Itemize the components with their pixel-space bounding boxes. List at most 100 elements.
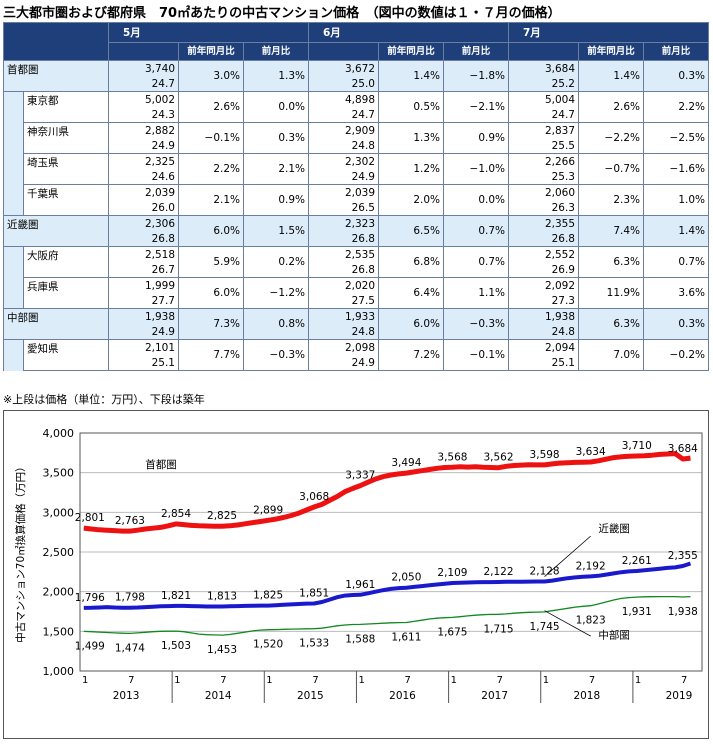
yoy-header: 前年同月比 (178, 42, 244, 61)
table-row: 東京都 5,002 2.6% 0.0% 4,898 0.5% −2.1% 5,004 2.6% 2… (3, 91, 709, 123)
region-name: 近畿圏 (3, 215, 109, 247)
mom-cell: 1.1% (443, 277, 509, 309)
series-name-label: 近畿圏 (598, 522, 630, 535)
x-year-label: 2017 (481, 690, 508, 702)
mom-cell: 0.3% (243, 122, 309, 154)
yoy-cell: 6.4% (378, 277, 444, 309)
table-row: 千葉県 2,039 2.1% 0.9% 2,039 2.0% 0.0% 2,060 2.3% 1.… (3, 184, 709, 216)
mom-cell: 0.3% (643, 60, 709, 92)
series-name-label: 中部圏 (598, 628, 630, 641)
x-month-label: 7 (220, 675, 226, 686)
age-cell: 26.5 (308, 200, 379, 216)
mom-cell: 0.9% (443, 122, 509, 154)
yoy-cell: 2.2% (178, 153, 244, 185)
age-cell: 24.3 (108, 107, 179, 123)
table-row: 神奈川県 2,882 −0.1% 0.3% 2,909 1.3% 0.9% 2,837 −2.2… (3, 122, 709, 154)
table-row: 24.7 25.0 25.2 (4, 76, 709, 92)
table-row: 24.9 24.8 24.8 (4, 324, 709, 340)
x-month-label: 1 (266, 675, 272, 686)
mom-header: 前月比 (443, 42, 509, 61)
yoy-cell: 7.2% (378, 339, 444, 371)
yoy-cell: −0.1% (178, 122, 244, 154)
x-month-label: 7 (128, 675, 134, 686)
price-cell: 5,002 (108, 91, 179, 107)
month-header: 6月 (308, 22, 509, 43)
age-cell: 24.8 (308, 324, 379, 340)
age-cell: 26.8 (508, 231, 579, 247)
mom-cell: −1.0% (443, 153, 509, 185)
mom-cell: 0.7% (443, 215, 509, 247)
data-label: 2,801 (75, 512, 105, 524)
prefecture-name: 兵庫県 (23, 277, 109, 309)
yoy-cell: 2.6% (578, 91, 644, 123)
data-label: 1,499 (75, 640, 105, 652)
table-row: 近畿圏 2,306 6.0% 1.5% 2,323 6.5% 0.7% 2,355 7.4% 1.… (3, 215, 709, 247)
price-cell: 3,684 (508, 60, 579, 76)
mom-cell: −0.1% (443, 339, 509, 371)
table-note: ※上段は価格（単位：万円）、下段は築年 (3, 393, 205, 406)
yoy-cell: 2.0% (378, 184, 444, 216)
series-name-label: 首都圏 (145, 458, 177, 471)
x-month-label: 7 (405, 675, 411, 686)
age-cell: 26.8 (308, 262, 379, 278)
age-cell: 27.5 (308, 293, 379, 309)
x-year-label: 2019 (666, 690, 693, 702)
age-cell: 26.9 (508, 262, 579, 278)
yoy-cell: 7.0% (578, 339, 644, 371)
yoy-cell: 11.9% (578, 277, 644, 309)
x-month-label: 7 (589, 675, 595, 686)
callout-line (544, 610, 591, 637)
y-tick-label: 1,500 (43, 625, 75, 638)
yoy-header: 前年同月比 (378, 42, 444, 61)
indent-cell (3, 122, 24, 154)
yoy-header: 前年同月比 (578, 42, 644, 61)
data-label: 2,122 (483, 566, 513, 578)
price-chart: 1,000 1,500 2,000 2,500 3,000 3,500 4,000 1 7 1 7 1… (3, 410, 709, 739)
mom-cell: 0.7% (443, 246, 509, 278)
line-chart: 1,000 1,500 2,000 2,500 3,000 3,500 4,000 1 7 1 7 1… (14, 427, 703, 703)
table-row: 愛知県 2,101 7.7% −0.3% 2,098 7.2% −0.1% 2,094 7.0%… (3, 339, 709, 371)
indent-cell (3, 153, 24, 185)
price-cell: 2,837 (508, 122, 579, 138)
price-cell: 1,933 (308, 308, 379, 324)
price-cell: 2,355 (508, 215, 579, 231)
x-month-label: 1 (451, 675, 457, 686)
table-row: 埼玉県 2,325 2.2% 2.1% 2,302 1.2% −1.0% 2,266 −0.7%… (3, 153, 709, 185)
data-label: 2,355 (668, 550, 698, 562)
data-label: 2,854 (161, 508, 191, 520)
data-label: 2,050 (391, 572, 421, 584)
yoy-cell: 6.0% (178, 277, 244, 309)
yoy-cell: −0.7% (578, 153, 644, 185)
mom-cell: 1.5% (243, 215, 309, 247)
price-cell: 2,882 (108, 122, 179, 138)
data-label: 1,453 (207, 644, 237, 656)
table-row: 大阪府 2,518 5.9% 0.2% 2,535 6.8% 0.7% 2,552 6.3% 0.… (3, 246, 709, 278)
yoy-cell: 0.5% (378, 91, 444, 123)
data-label: 1,745 (530, 621, 560, 633)
age-cell: 25.1 (508, 355, 579, 371)
yoy-cell: 1.2% (378, 153, 444, 185)
data-label: 2,763 (115, 515, 145, 527)
prefecture-name: 千葉県 (23, 184, 109, 216)
age-cell: 24.9 (108, 138, 179, 154)
table-row: 24.6 24.9 25.3 (4, 169, 709, 185)
mom-cell: 0.3% (643, 308, 709, 340)
mom-cell: 0.2% (243, 246, 309, 278)
yoy-cell: 6.5% (378, 215, 444, 247)
mom-cell: −1.8% (443, 60, 509, 92)
prefecture-name: 埼玉県 (23, 153, 109, 185)
age-cell: 24.9 (108, 324, 179, 340)
mom-cell: 3.6% (643, 277, 709, 309)
x-year-label: 2015 (297, 690, 324, 702)
age-cell: 24.7 (108, 76, 179, 92)
data-label: 1,825 (253, 590, 283, 602)
age-cell: 26.8 (108, 231, 179, 247)
price-cell: 2,266 (508, 153, 579, 169)
price-table: 5月 6月 7月 前年同月比 前月比 前年同月比 前月比 前年同月比 前月比 首… (3, 22, 709, 371)
age-cell: 24.6 (108, 169, 179, 185)
mom-cell: 1.3% (243, 60, 309, 92)
age-cell: 26.3 (508, 200, 579, 216)
data-label: 1,821 (161, 590, 191, 602)
data-label: 1,961 (345, 579, 375, 591)
data-label: 2,825 (207, 510, 237, 522)
